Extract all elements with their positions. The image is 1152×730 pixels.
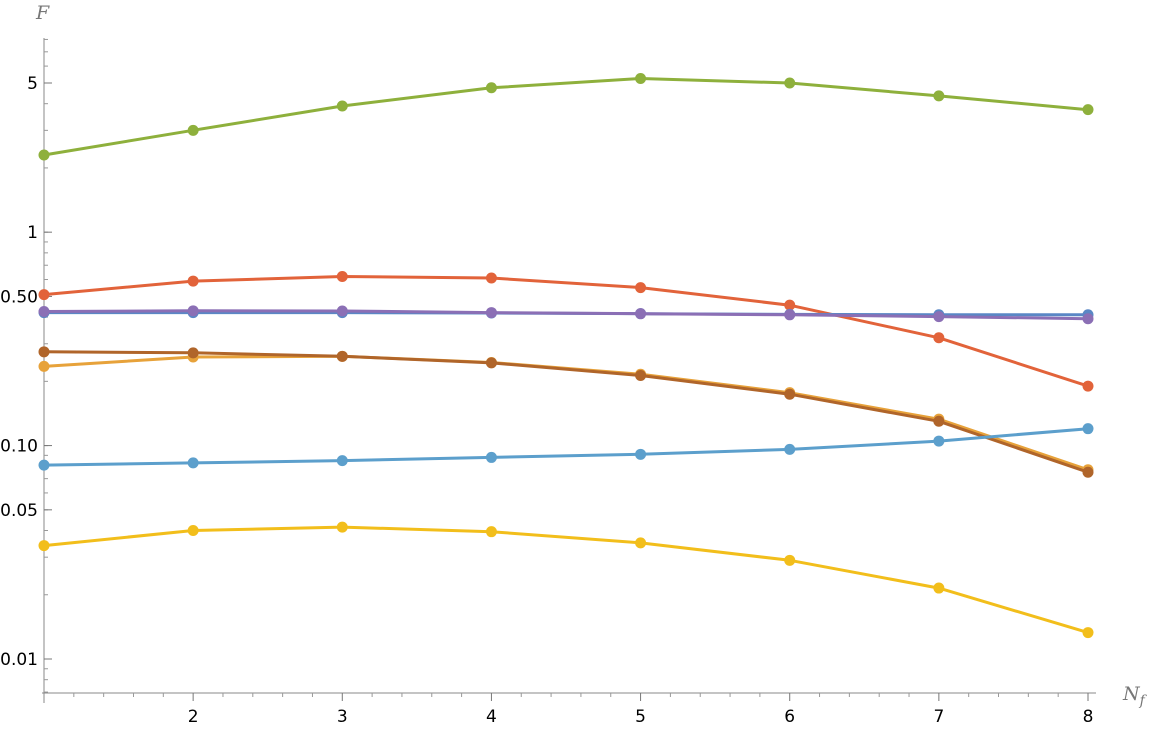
series-8 [38, 521, 1094, 639]
data-point [635, 370, 647, 382]
data-point [635, 282, 647, 294]
data-point [784, 388, 796, 400]
data-point [187, 525, 199, 537]
data-point [635, 537, 647, 549]
series-6 [38, 346, 1094, 478]
y-axis-title: F [35, 2, 50, 24]
data-point [485, 307, 497, 319]
data-point [635, 72, 647, 84]
data-point [1082, 423, 1094, 435]
data-point [187, 457, 199, 469]
series-4 [38, 305, 1094, 325]
data-point [336, 305, 348, 317]
data-point [784, 299, 796, 311]
data-point [187, 124, 199, 136]
x-axis-title: Nf [1122, 683, 1148, 709]
series-line [42, 354, 1090, 472]
data-point [784, 309, 796, 321]
x-tick-label: 6 [784, 707, 795, 727]
data-point [187, 275, 199, 287]
x-tick-label: 2 [188, 707, 199, 727]
series-7 [38, 423, 1094, 471]
x-tick-label: 5 [635, 707, 646, 727]
series-1 [38, 72, 1094, 161]
data-point [38, 360, 50, 372]
data-point [933, 415, 945, 427]
data-point [784, 554, 796, 566]
data-point [336, 270, 348, 282]
data-point [38, 346, 50, 358]
y-tick-label: 0.50 [0, 287, 38, 307]
x-tick-label: 7 [933, 707, 944, 727]
series-line [42, 77, 1090, 157]
data-point [933, 582, 945, 594]
x-axis-title-subscript: f [1139, 693, 1148, 709]
x-tick-label: 4 [486, 707, 497, 727]
y-tick-label: 0.01 [0, 650, 38, 670]
data-point [784, 77, 796, 89]
series-line [42, 525, 1090, 635]
data-point [933, 332, 945, 344]
data-point [933, 435, 945, 447]
x-minor-ticks [73, 693, 1059, 697]
y-tick-label: 5 [27, 74, 38, 94]
data-point [38, 459, 50, 471]
y-tick-label: 0.10 [0, 437, 38, 457]
data-point [38, 289, 50, 301]
data-point [38, 149, 50, 161]
series-layer [38, 72, 1094, 639]
data-point [485, 82, 497, 94]
data-point [485, 451, 497, 463]
data-point [485, 526, 497, 538]
data-point [784, 443, 796, 455]
data-point [635, 448, 647, 460]
data-point [485, 272, 497, 284]
series-2 [38, 270, 1094, 392]
data-point [933, 311, 945, 323]
data-point [336, 455, 348, 467]
x-axis-title-main: N [1122, 683, 1141, 705]
x-tick-label: 3 [337, 707, 348, 727]
data-point [336, 350, 348, 362]
data-point [187, 305, 199, 317]
x-tick-label: 8 [1083, 707, 1094, 727]
data-point [187, 347, 199, 359]
data-point [1082, 313, 1094, 325]
data-point [635, 308, 647, 320]
y-major-ticks: 0.01 0.05 0.10 0.50 1 5 [0, 74, 52, 670]
data-point [336, 521, 348, 533]
data-point [1082, 104, 1094, 116]
data-point [38, 305, 50, 317]
data-point [1082, 466, 1094, 478]
series-line [42, 427, 1090, 467]
data-point [933, 90, 945, 102]
x-major-ticks: 2 3 4 5 6 7 8 [188, 693, 1094, 727]
series-line [42, 309, 1090, 321]
data-point [485, 357, 497, 369]
y-tick-label: 1 [27, 223, 38, 243]
data-point [1082, 380, 1094, 392]
series-line [42, 275, 1090, 388]
data-point [336, 100, 348, 112]
series-line [42, 350, 1090, 474]
data-point [38, 540, 50, 552]
data-point [1082, 627, 1094, 639]
y-tick-label: 0.05 [0, 501, 38, 521]
